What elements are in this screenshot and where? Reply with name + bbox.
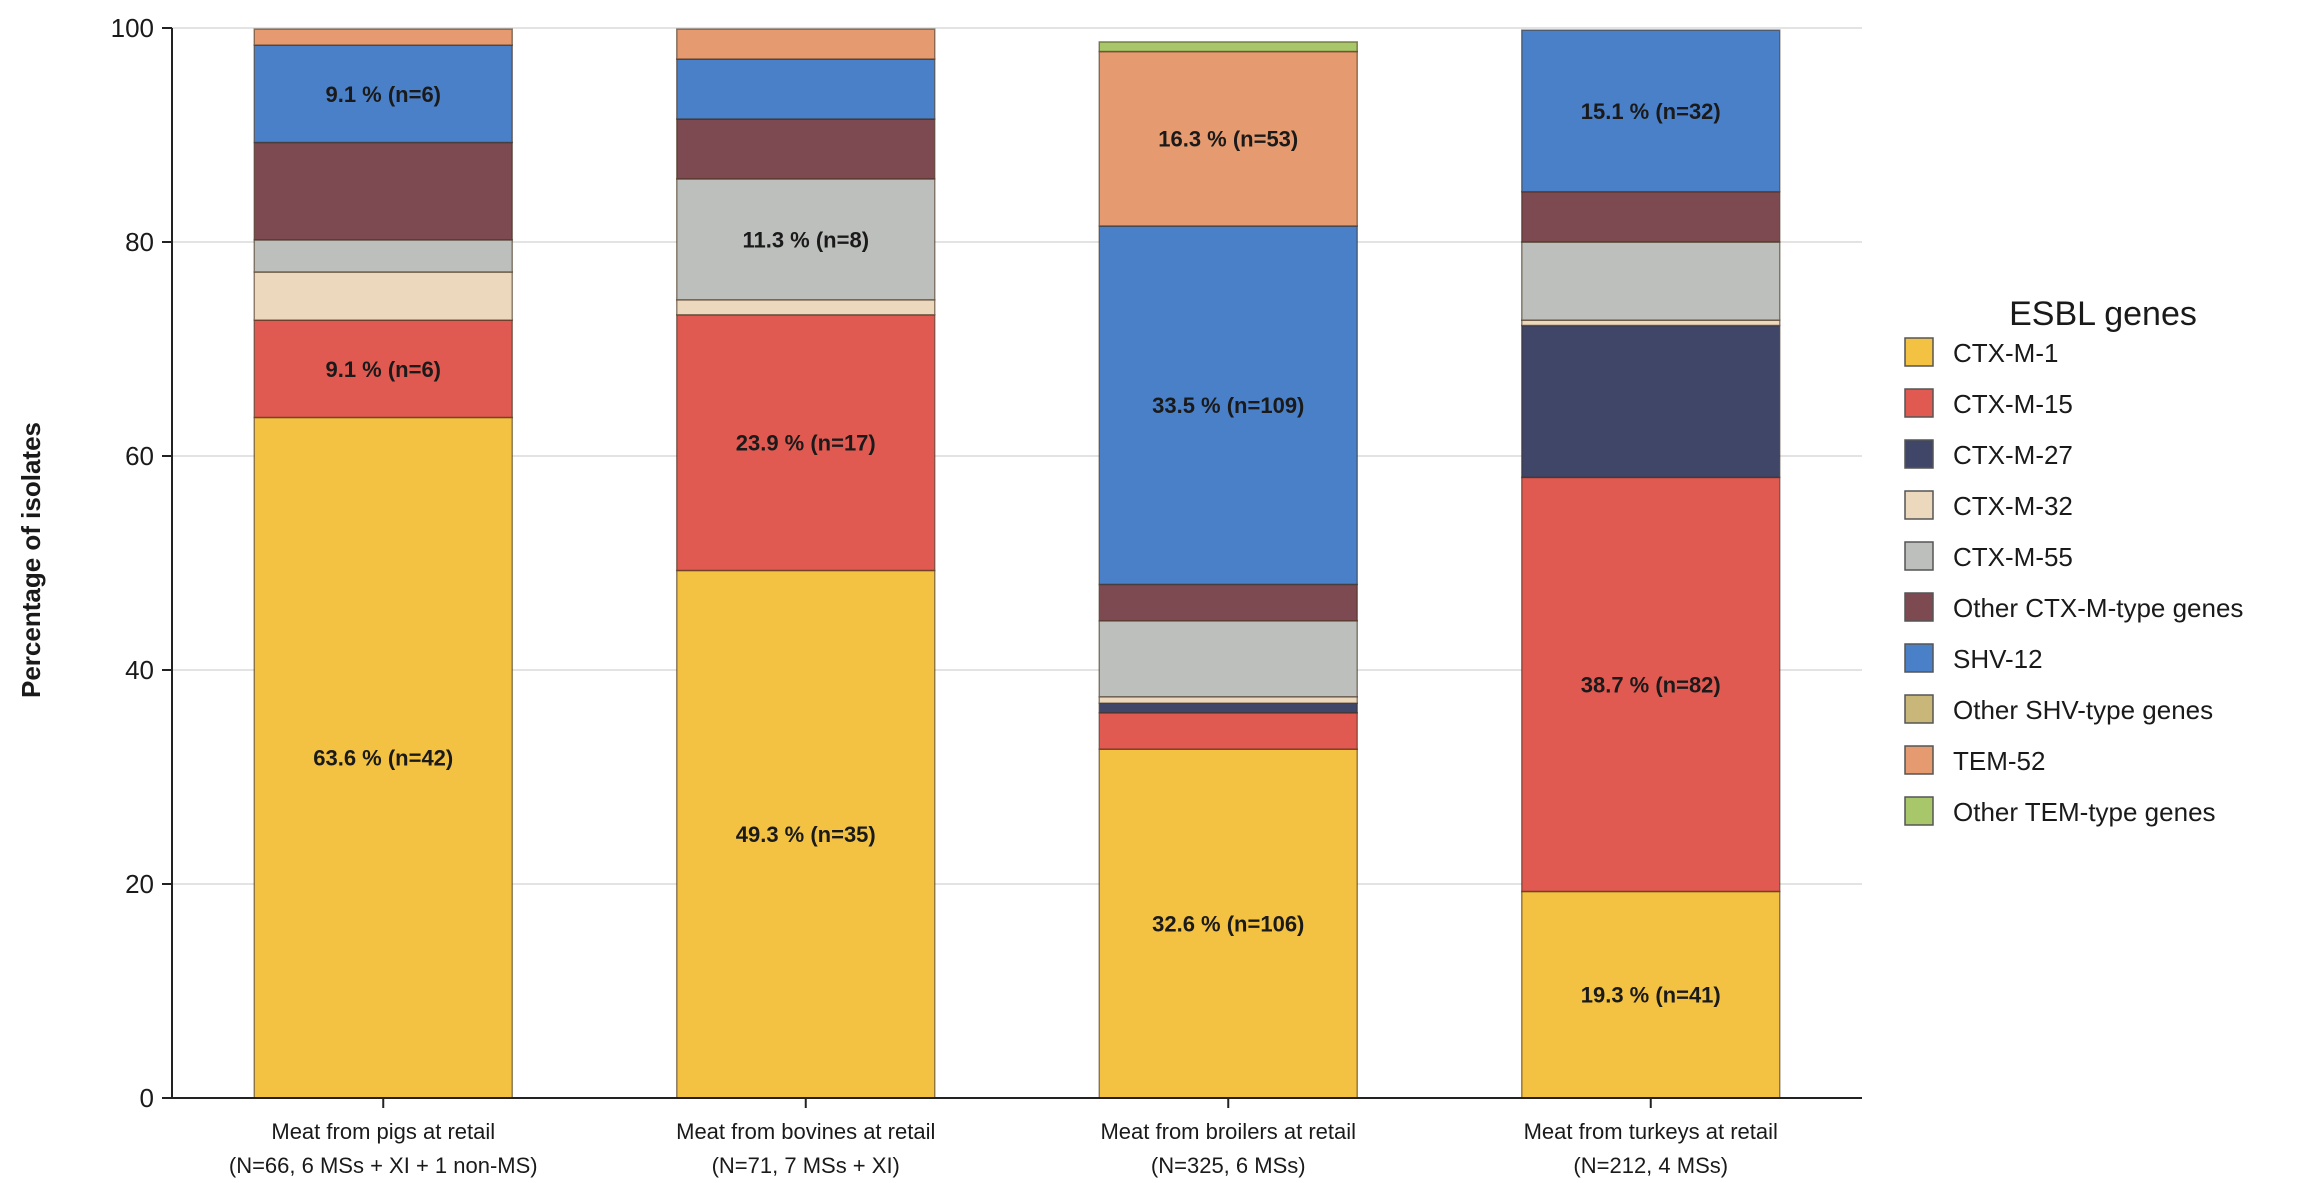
legend-swatch <box>1904 439 1934 469</box>
y-axis-title: Percentage of isolates <box>16 422 46 698</box>
bar-segment <box>1098 620 1358 698</box>
y-tick-label: 0 <box>140 1083 154 1113</box>
data-label: 11.3 % (n=8) <box>742 227 869 252</box>
legend-swatch <box>1904 388 1934 418</box>
x-tick-label: Meat from pigs at retail <box>271 1119 495 1144</box>
bar-segment <box>253 271 513 321</box>
bar-stack: 49.3 % (n=35) 23.9 % (n=17) 11.3 % (n=8) <box>676 28 936 1099</box>
legend-swatch <box>1904 337 1934 367</box>
legend-title: ESBL genes <box>2009 295 2197 333</box>
legend-swatch <box>1904 745 1934 775</box>
legend-entry: CTX-M-55 <box>1953 542 2073 572</box>
y-tick-label: 40 <box>125 655 154 685</box>
bars: 63.6 % (n=42) 9.1 % (n=6) 9.1 % (n=6) 49.3 … <box>253 28 1781 1099</box>
legend-entry: TEM-52 <box>1953 746 2045 776</box>
axes: 0 20 40 60 80 100 Meat from pigs at retail (N=6… <box>111 13 1862 1178</box>
bar-segment <box>676 314 936 572</box>
data-label: 23.9 % (n=17) <box>736 431 876 456</box>
x-tick-label-sub: (N=66, 6 MSs + XI + 1 non-MS) <box>229 1153 538 1178</box>
bar-stack: 32.6 % (n=106) 33.5 % (n=109) 16.3 % (n=53… <box>1098 41 1358 1099</box>
x-tick-label-sub: (N=325, 6 MSs) <box>1151 1153 1306 1178</box>
legend-entry: CTX-M-1 <box>1953 338 2058 368</box>
legend-entry: CTX-M-32 <box>1953 491 2073 521</box>
bar-segment <box>1521 324 1781 479</box>
legend-swatch <box>1904 490 1934 520</box>
bar-segment <box>253 416 513 1099</box>
bar-segment <box>1098 50 1358 227</box>
bar-segment <box>1521 29 1781 193</box>
legend-entry: CTX-M-27 <box>1953 440 2073 470</box>
data-label: 19.3 % (n=41) <box>1581 983 1721 1008</box>
data-label: 38.7 % (n=82) <box>1581 672 1721 697</box>
data-label: 63.6 % (n=42) <box>313 746 453 771</box>
x-tick-label: Meat from turkeys at retail <box>1524 1119 1778 1144</box>
bar-stack: 63.6 % (n=42) 9.1 % (n=6) 9.1 % (n=6) <box>253 28 513 1099</box>
x-tick-label: Meat from bovines at retail <box>676 1119 935 1144</box>
legend-swatch <box>1904 796 1934 826</box>
y-tick-label: 100 <box>111 13 154 43</box>
bar-segment <box>1098 225 1358 586</box>
legend-swatch <box>1904 643 1934 673</box>
legend: CTX-M-1 CTX-M-15 CTX-M-27 CTX-M-32 CTX-M-55 O… <box>1904 337 2243 827</box>
bar-segment <box>676 28 936 60</box>
bar-segment <box>676 58 936 120</box>
bar-segment <box>1521 476 1781 893</box>
bar-segment <box>1098 696 1358 704</box>
legend-entry: CTX-M-15 <box>1953 389 2073 419</box>
bar-segment <box>1521 890 1781 1099</box>
x-tick-label-sub: (N=71, 7 MSs + XI) <box>712 1153 900 1178</box>
data-label: 49.3 % (n=35) <box>736 822 876 847</box>
y-tick-label: 60 <box>125 441 154 471</box>
data-label: 9.1 % (n=6) <box>325 357 441 382</box>
bar-segment <box>1098 748 1358 1099</box>
bar-segment <box>676 299 936 316</box>
bar-segment <box>253 141 513 241</box>
data-label: 33.5 % (n=109) <box>1152 393 1304 418</box>
legend-entry: SHV-12 <box>1953 644 2043 674</box>
bar-segment <box>1098 583 1358 622</box>
bar-segment <box>1098 41 1358 53</box>
bar-segment <box>253 319 513 419</box>
bar-segment <box>1098 702 1358 714</box>
bar-segment <box>676 118 936 180</box>
legend-entry: Other SHV-type genes <box>1953 695 2213 725</box>
bar-segment <box>1098 712 1358 750</box>
y-tick-label: 20 <box>125 869 154 899</box>
bar-segment <box>253 28 513 46</box>
x-tick-label-sub: (N=212, 4 MSs) <box>1573 1153 1728 1178</box>
bar-segment <box>1521 190 1781 243</box>
data-label: 9.1 % (n=6) <box>325 82 441 107</box>
legend-swatch <box>1904 541 1934 571</box>
data-label: 32.6 % (n=106) <box>1152 912 1304 937</box>
bar-segment <box>1521 319 1781 327</box>
bar-stack: 19.3 % (n=41) 38.7 % (n=82) 15.1 % (n=32) <box>1521 29 1781 1099</box>
x-tick-label: Meat from broilers at retail <box>1100 1119 1356 1144</box>
legend-swatch <box>1904 592 1934 622</box>
bar-segment <box>253 239 513 273</box>
legend-entry: Other CTX-M-type genes <box>1953 593 2243 623</box>
legend-entry: Other TEM-type genes <box>1953 797 2216 827</box>
legend-swatch <box>1904 694 1934 724</box>
data-label: 16.3 % (n=53) <box>1158 127 1298 152</box>
bar-segment <box>1521 241 1781 321</box>
y-tick-label: 80 <box>125 227 154 257</box>
data-label: 15.1 % (n=32) <box>1581 99 1721 124</box>
